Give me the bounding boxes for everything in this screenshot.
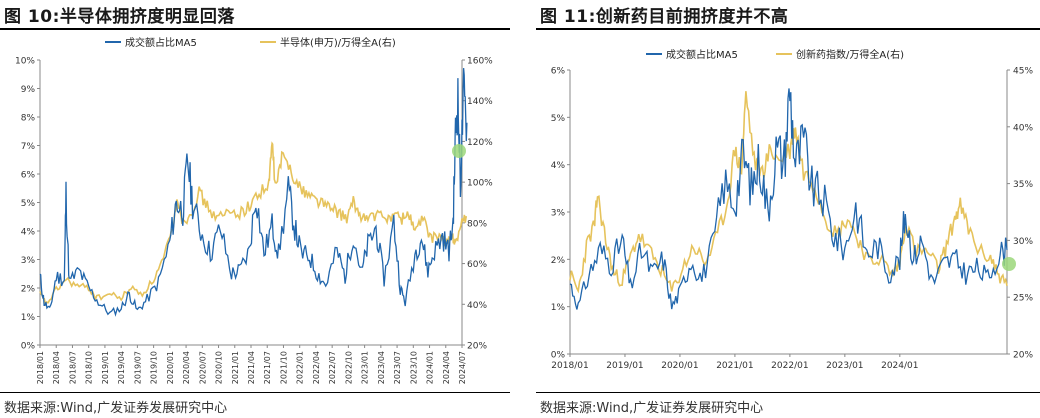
x-tick-label: 2024/07: [458, 351, 467, 384]
x-tick-label: 2019/07: [133, 351, 142, 384]
left-y-tick-label: 7%: [21, 142, 36, 152]
right-y-tick-label: 20%: [1013, 351, 1033, 361]
right-y-tick-label: 120%: [467, 138, 493, 148]
left-y-tick-label: 1%: [21, 313, 36, 323]
x-tick-label: 2023/10: [409, 351, 418, 384]
left-y-tick-label: 8%: [21, 114, 36, 124]
left-y-tick-label: 2%: [21, 285, 36, 295]
x-tick-label: 2023/01: [826, 361, 863, 371]
x-tick-label: 2020/01: [661, 361, 698, 371]
right-source-rule: [536, 392, 1040, 393]
left-y-tick-label: 6%: [21, 171, 36, 181]
right-source-note: 数据来源:Wind,广发证券发展研究中心: [540, 401, 764, 416]
right-y-tick-label: 25%: [1013, 294, 1033, 304]
right-y-tick-label: 140%: [467, 97, 493, 107]
x-tick-label: 2024/04: [442, 351, 451, 384]
x-tick-label: 2018/04: [52, 351, 61, 384]
x-tick-label: 2023/01: [361, 351, 370, 384]
right-y-tick-label: 30%: [1013, 237, 1033, 247]
left-chart: 0% 1% 2% 3% 4% 5% 6% 7% 8% 9% 10% 20% 40% 60% 80% 100% 1…: [15, 36, 493, 384]
left-y-tick-label: 5%: [21, 199, 36, 209]
right-figure-title: 图 11:创新药目前拥挤度并不高: [540, 7, 789, 27]
left-figure-title: 图 10:半导体拥挤度明显回落: [4, 7, 235, 27]
right-chart: 0% 1% 2% 3% 4% 5% 6% 20% 25% 30% 35% 40% 45% 2018/01 2…: [551, 48, 1034, 371]
left-y-tick-label: 5%: [551, 114, 566, 124]
highlight-marker: [1002, 257, 1016, 271]
x-tick-label: 2018/01: [36, 351, 45, 384]
x-tick-label: 2019/01: [101, 351, 110, 384]
legend-label-series1: 成交额占比MA5: [125, 36, 197, 49]
x-tick-label: 2022/07: [328, 351, 337, 384]
left-y-tick-label: 0%: [21, 342, 36, 352]
left-source-note: 数据来源:Wind,广发证券发展研究中心: [4, 401, 228, 416]
legend-label-series2: 创新药指数/万得全A(右): [796, 48, 904, 61]
series-line-left-axis: [39, 68, 468, 317]
x-tick-label: 2022/10: [344, 351, 353, 384]
left-y-tick-label: 2%: [551, 256, 566, 266]
right-y-tick-label: 35%: [1013, 180, 1033, 190]
x-tick-label: 2022/04: [312, 351, 321, 384]
right-panel: 图 11:创新药目前拥挤度并不高 0% 1% 2% 3% 4% 5% 6% 20% 25% 30%…: [536, 0, 1040, 418]
x-tick-label: 2019/01: [606, 361, 643, 371]
right-y-tick-label: 160%: [467, 57, 493, 67]
left-y-tick-label: 3%: [21, 256, 36, 266]
left-source-rule: [0, 392, 510, 393]
left-y-tick-label: 3%: [551, 209, 566, 219]
left-y-tick-label: 1%: [551, 303, 566, 313]
right-title-rule: [536, 28, 1040, 30]
left-y-tick-label: 6%: [551, 67, 566, 77]
x-tick-label: 2019/04: [117, 351, 126, 384]
x-tick-label: 2020/10: [215, 351, 224, 384]
x-tick-label: 2021/01: [231, 351, 240, 384]
series-line-right-axis: [39, 141, 467, 307]
right-y-tick-label: 40%: [467, 301, 487, 311]
legend-label-series2: 半导体(申万)/万得全A(右): [280, 36, 396, 49]
right-y-tick-label: 80%: [467, 219, 487, 229]
left-y-tick-label: 10%: [15, 57, 35, 67]
x-tick-label: 2020/07: [198, 351, 207, 384]
legend-label-series1: 成交额占比MA5: [666, 48, 738, 61]
left-title-rule: [0, 28, 510, 30]
x-tick-label: 2021/01: [716, 361, 753, 371]
x-tick-label: 2021/04: [247, 351, 256, 384]
right-y-tick-label: 45%: [1013, 67, 1033, 77]
x-tick-label: 2020/01: [166, 351, 175, 384]
x-tick-label: 2020/04: [182, 351, 191, 384]
x-tick-label: 2021/07: [263, 351, 272, 384]
x-tick-label: 2024/01: [426, 351, 435, 384]
right-y-tick-label: 60%: [467, 260, 487, 270]
x-tick-label: 2023/04: [377, 351, 386, 384]
highlight-marker: [452, 144, 466, 158]
left-y-tick-label: 0%: [551, 351, 566, 361]
left-y-tick-label: 4%: [551, 161, 566, 171]
x-tick-label: 2022/01: [771, 361, 808, 371]
series-line-right-axis: [569, 91, 1008, 294]
right-y-tick-label: 20%: [467, 342, 487, 352]
x-tick-label: 2018/01: [551, 361, 588, 371]
right-y-tick-label: 40%: [1013, 123, 1033, 133]
left-y-tick-label: 4%: [21, 228, 36, 238]
series-line-left-axis: [569, 88, 1008, 310]
x-tick-label: 2022/01: [296, 351, 305, 384]
left-y-tick-label: 9%: [21, 85, 36, 95]
x-tick-label: 2024/01: [881, 361, 918, 371]
x-tick-label: 2021/10: [279, 351, 288, 384]
x-tick-label: 2019/10: [150, 351, 159, 384]
x-tick-label: 2018/10: [85, 351, 94, 384]
right-y-tick-label: 100%: [467, 179, 493, 189]
left-panel: 图 10:半导体拥挤度明显回落 0% 1% 2% 3% 4% 5% 6% 7% 8% 9% 10% 2…: [0, 7, 510, 416]
x-tick-label: 2023/07: [393, 351, 402, 384]
x-tick-label: 2018/07: [68, 351, 77, 384]
